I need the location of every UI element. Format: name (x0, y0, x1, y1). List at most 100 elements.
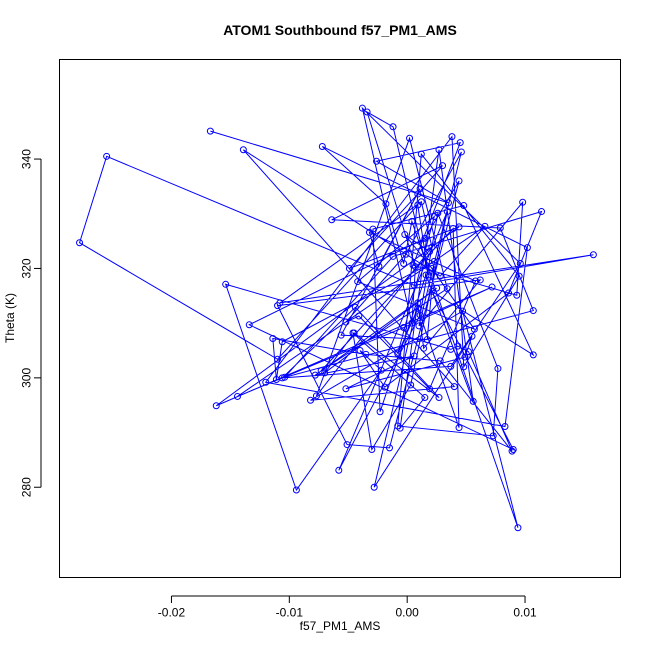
data-point (430, 212, 438, 220)
data-point (447, 362, 455, 370)
data-point (389, 123, 397, 131)
data-point (456, 139, 464, 147)
data-point (422, 271, 430, 279)
data-point (406, 134, 414, 142)
data-point (411, 263, 419, 271)
data-point (373, 157, 381, 165)
data-point (337, 331, 345, 339)
data-point (368, 446, 376, 453)
y-tick-label: 320 (20, 258, 34, 278)
data-point (496, 224, 504, 232)
data-point (523, 244, 531, 252)
data-point (400, 260, 408, 268)
data-point (358, 104, 366, 112)
data-point (489, 432, 497, 440)
data-point (239, 146, 247, 154)
data-point (443, 208, 451, 216)
data-point (509, 446, 517, 453)
data-point (420, 344, 428, 352)
data-point (307, 396, 315, 404)
data-point (262, 378, 270, 386)
y-tick-label: 340 (20, 149, 34, 169)
data-point (505, 289, 513, 297)
data-point (421, 394, 429, 402)
data-point (410, 281, 418, 289)
data-point (417, 150, 425, 158)
data-point (408, 319, 416, 327)
data-point (433, 284, 441, 292)
data-point (381, 383, 389, 391)
data-point (278, 374, 286, 382)
data-point (312, 392, 320, 400)
data-point (443, 285, 451, 293)
data-point (375, 262, 383, 270)
data-point (335, 466, 343, 474)
data-point (417, 198, 425, 206)
data-point (355, 312, 363, 320)
data-point (414, 299, 422, 307)
data-point (481, 222, 489, 230)
data-point (435, 146, 443, 154)
data-point (292, 486, 300, 494)
x-axis: -0.02 -0.01 0.00 0.01 (158, 595, 537, 620)
data-point (488, 283, 496, 291)
data-point (311, 371, 319, 379)
data-point (448, 133, 456, 141)
data-point (414, 304, 422, 312)
x-tick-label: 0.00 (395, 606, 419, 620)
data-point (529, 307, 537, 315)
data-point (436, 357, 444, 365)
data-point (454, 342, 462, 350)
data-point (447, 345, 455, 353)
data-point (376, 408, 384, 416)
data-point (435, 394, 443, 402)
data-point (472, 277, 480, 285)
data-point (386, 444, 393, 452)
data-point (461, 353, 469, 361)
data-point (363, 108, 371, 116)
data-point (206, 127, 214, 135)
data-point (345, 264, 353, 272)
data-point (370, 483, 378, 491)
data-point (426, 247, 434, 255)
x-tick-label: -0.02 (158, 606, 186, 620)
data-point (356, 347, 364, 354)
data-point (103, 152, 111, 160)
data-point (515, 272, 523, 280)
data-point (421, 234, 429, 242)
y-tick-label: 300 (20, 368, 34, 388)
data-point (321, 369, 329, 377)
data-point (428, 264, 436, 272)
data-point (513, 291, 521, 299)
data-point (589, 251, 597, 259)
data-point (377, 366, 385, 374)
series-layer (76, 104, 597, 532)
data-point (394, 350, 402, 358)
y-axis: 280 300 320 340 (20, 149, 42, 497)
data-point (76, 239, 84, 247)
series-line (78, 106, 594, 528)
data-point (328, 216, 336, 224)
data-point (444, 199, 452, 207)
data-point (369, 225, 377, 233)
data-point (354, 278, 362, 286)
data-point (278, 338, 286, 346)
data-point (318, 142, 326, 150)
data-point (342, 385, 350, 393)
data-point (400, 324, 408, 332)
data-point (351, 303, 359, 311)
data-point (501, 423, 509, 431)
data-point (407, 381, 415, 389)
data-point (274, 355, 282, 363)
data-point (222, 280, 230, 288)
data-point (416, 311, 424, 319)
data-point (276, 299, 284, 307)
data-point (460, 363, 468, 371)
data-point (455, 177, 463, 185)
data-point (212, 402, 220, 410)
y-axis-label: Theta (K) (3, 293, 17, 343)
data-point (245, 321, 253, 329)
data-point (396, 424, 404, 432)
data-point (424, 271, 432, 279)
